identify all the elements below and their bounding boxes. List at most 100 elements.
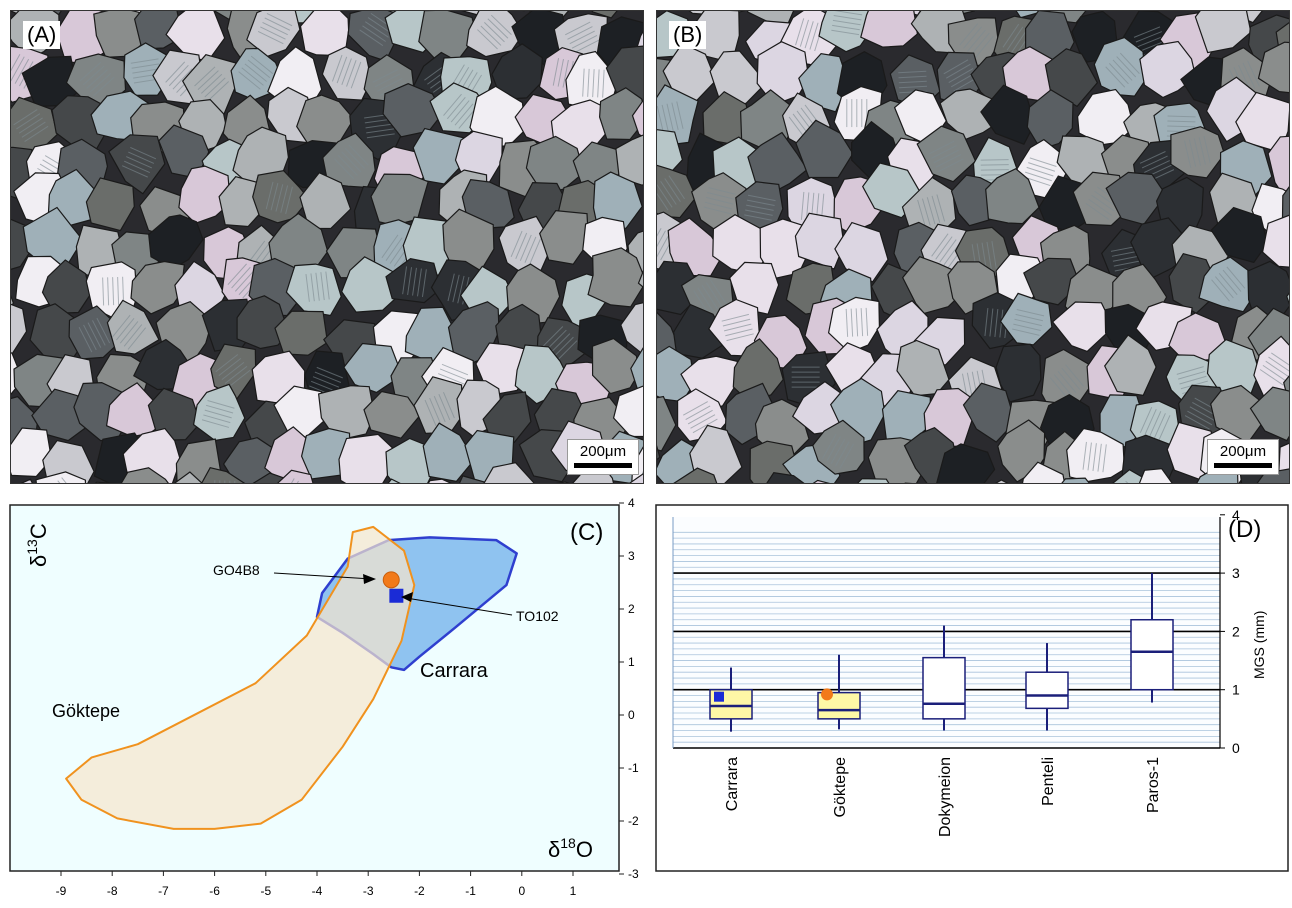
scale-bar-b-line xyxy=(1214,463,1272,468)
twin-line xyxy=(587,68,590,97)
twin-line xyxy=(203,414,231,424)
twin-line xyxy=(341,58,352,85)
twin-line xyxy=(257,30,284,45)
twin-line xyxy=(168,64,189,87)
twin-line xyxy=(372,69,399,83)
grain xyxy=(85,177,135,232)
scale-bar-a-line xyxy=(574,463,632,468)
twin-line xyxy=(247,240,266,264)
twin-line xyxy=(657,186,669,211)
twin-lamellae xyxy=(1133,26,1168,57)
twin-line xyxy=(685,405,711,420)
twin-line xyxy=(933,149,959,164)
grain xyxy=(41,259,92,315)
twin-line xyxy=(421,269,427,298)
twin-line xyxy=(666,103,674,132)
grain xyxy=(192,383,246,442)
twin-line xyxy=(86,69,108,89)
box-penteli xyxy=(1025,671,1069,710)
twin-line xyxy=(705,282,722,307)
twin-line xyxy=(227,263,247,286)
grain xyxy=(857,477,890,483)
twin-line xyxy=(131,63,160,69)
x-tick-label: -7 xyxy=(158,884,169,898)
grain xyxy=(798,52,850,113)
twin-lamellae xyxy=(542,326,578,361)
grain xyxy=(630,347,643,396)
twin-line xyxy=(1087,442,1092,471)
twin-line xyxy=(524,236,537,263)
twin-line xyxy=(454,103,474,126)
twin-line xyxy=(826,436,841,462)
twin-line xyxy=(839,443,854,469)
twin-line xyxy=(557,58,564,87)
twin-line xyxy=(1214,276,1234,299)
grain xyxy=(628,473,643,483)
twin-line xyxy=(234,270,255,292)
twin-line xyxy=(450,100,470,123)
twin-line xyxy=(480,25,502,46)
grain xyxy=(466,11,525,58)
twin-line xyxy=(315,272,320,301)
grain xyxy=(274,310,329,356)
twin-line xyxy=(705,196,734,205)
grain xyxy=(1139,40,1197,99)
grain xyxy=(322,132,376,189)
twin-line xyxy=(385,237,403,261)
twin-line xyxy=(963,26,982,49)
twin-line xyxy=(822,433,837,459)
twin-line xyxy=(661,104,669,133)
category-label: Penteli xyxy=(1040,757,1057,806)
grain xyxy=(42,439,95,483)
grain xyxy=(201,467,246,483)
twin-line xyxy=(1082,441,1087,470)
twin-line xyxy=(690,414,716,429)
scale-bar-a-label: 200μm xyxy=(579,443,627,460)
twin-line xyxy=(1049,377,1069,400)
twin-line xyxy=(377,77,403,92)
twin-line xyxy=(130,58,159,64)
twin-line xyxy=(130,146,157,160)
twin-line xyxy=(264,17,291,31)
twin-line xyxy=(417,268,422,297)
twin-line xyxy=(552,58,560,86)
grain xyxy=(1061,477,1090,483)
twin-line xyxy=(931,233,949,257)
twin-line xyxy=(553,336,574,358)
twin-line xyxy=(337,154,358,176)
twin-line xyxy=(132,68,161,74)
twin-lamellae xyxy=(201,400,235,428)
twin-line xyxy=(931,195,941,223)
twin-line xyxy=(898,70,927,74)
twin-line xyxy=(112,277,115,306)
twin-line xyxy=(1113,260,1142,267)
grain xyxy=(1021,461,1066,483)
twin-lamellae xyxy=(1139,406,1171,442)
twin-line xyxy=(682,401,708,416)
twin-lamellae xyxy=(102,276,125,306)
twin-line xyxy=(1057,370,1077,394)
twin-lamellae xyxy=(657,101,684,134)
grain xyxy=(120,467,169,483)
twin-lamellae xyxy=(359,12,395,47)
twin-line xyxy=(744,214,772,221)
grain xyxy=(338,433,396,483)
twin-line xyxy=(546,329,567,351)
grain xyxy=(299,171,352,230)
grain xyxy=(689,424,743,483)
twin-line xyxy=(1061,367,1081,390)
grain xyxy=(795,119,854,179)
y-tick-label: -1 xyxy=(628,761,639,775)
twin-line xyxy=(121,165,148,178)
twin-line xyxy=(515,232,528,259)
x-tick-label: -2 xyxy=(414,884,425,898)
twin-line xyxy=(928,140,955,155)
sample-label-to102: TO102 xyxy=(516,608,559,624)
grain xyxy=(980,84,1036,145)
twin-line xyxy=(1187,410,1213,426)
twin-lamellae xyxy=(424,392,455,427)
twin-lamellae xyxy=(331,54,362,89)
box-dokymeion xyxy=(922,656,966,720)
twin-line xyxy=(24,125,49,142)
grain xyxy=(20,478,33,483)
